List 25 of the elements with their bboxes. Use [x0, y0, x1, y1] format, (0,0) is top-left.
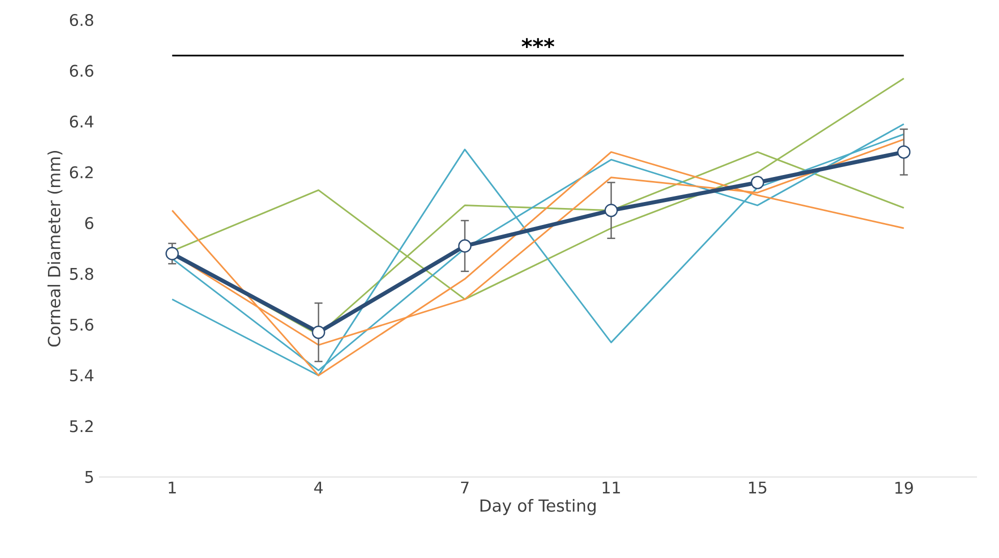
point	[750, 176, 764, 190]
y-axis-title: Corneal Diameter (mm)	[47, 150, 62, 347]
y-tick-label: 6.4	[70, 116, 94, 128]
x-tick-label: 19	[895, 482, 913, 494]
point	[312, 326, 326, 339]
y-tick-label: 6.2	[70, 166, 93, 178]
x-tick-label: 1	[168, 482, 176, 494]
y-tick-label: 5.6	[70, 318, 94, 331]
x-tick-label: 11	[602, 482, 620, 494]
y-tick-label: 6.8	[70, 14, 94, 26]
point	[604, 204, 618, 218]
x-axis-title: Day of Testing	[480, 498, 596, 516]
y-tick-label: 5	[85, 471, 93, 483]
y-tick-label: 5.8	[70, 268, 94, 280]
y-tick-label: 6.6	[70, 64, 94, 77]
point	[458, 239, 472, 253]
y-tick-label: 5.4	[70, 369, 94, 382]
y-tick-label: 5.2	[70, 420, 93, 432]
x-tick-label: 4	[314, 482, 323, 494]
point	[897, 145, 911, 159]
y-tick-label: 6	[85, 217, 94, 230]
x-tick-label: 7	[461, 482, 469, 494]
point	[166, 246, 179, 260]
x-tick-label: 15	[749, 482, 766, 494]
ref-line-label: ***	[522, 38, 554, 48]
